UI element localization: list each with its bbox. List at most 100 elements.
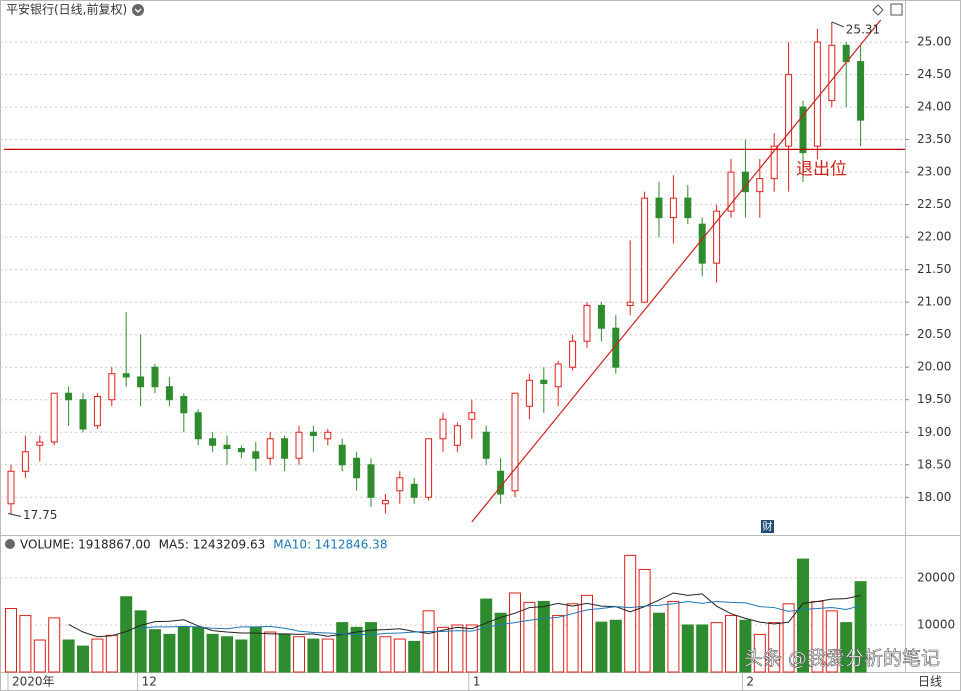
volume-bar: [480, 598, 493, 673]
candle-body: [828, 44, 836, 102]
x-tick-label: 2: [746, 675, 754, 689]
volume-bar: [854, 581, 867, 673]
volume-bar: [307, 638, 320, 673]
candle-body: [425, 438, 433, 498]
candle-body: [482, 431, 490, 459]
legend-entry: MA10: 1412846.38: [273, 538, 387, 552]
volume-bar: [365, 622, 377, 673]
x-tick-label: 2020年: [12, 675, 55, 689]
candle-body: [468, 412, 476, 420]
candle-body: [597, 304, 605, 329]
high-label: 25.31: [846, 22, 880, 36]
volume-bar: [638, 568, 651, 673]
volume-bar: [523, 601, 536, 673]
volume-bar: [509, 592, 521, 673]
candle-body: [684, 197, 692, 219]
y-tick-label: 18.50: [917, 457, 951, 471]
volume-bar: [753, 633, 766, 673]
candle-body: [266, 438, 274, 459]
candle-body: [237, 448, 245, 453]
candle-body: [813, 41, 821, 147]
x-tick-label: 12: [142, 675, 157, 689]
candle-body: [799, 106, 807, 154]
legend-entry: VOLUME: 1918867.00: [20, 538, 151, 552]
candle-body: [281, 438, 289, 459]
period-tab[interactable]: 日线: [918, 675, 942, 689]
volume-bar: [91, 638, 104, 673]
volume-bar: [379, 636, 392, 673]
volume-bar: [494, 612, 507, 673]
candle-body: [36, 441, 44, 446]
y-tick-label: 22.50: [917, 197, 951, 211]
candle-body: [857, 61, 865, 121]
candle-body: [453, 425, 461, 446]
candle-body: [137, 376, 145, 388]
volume-bar: [235, 639, 248, 673]
candle-body: [338, 444, 346, 466]
volume-bar: [681, 624, 694, 673]
volume-bar: [293, 636, 305, 673]
volume-bar: [134, 610, 147, 673]
candle-body: [353, 457, 361, 479]
candle-body: [669, 197, 677, 219]
volume-bar: [62, 639, 75, 673]
volume-bar: [552, 615, 565, 673]
y-tick-label: 24.00: [917, 100, 951, 114]
volume-bar: [465, 624, 478, 673]
y-tick-label: 24.50: [917, 67, 951, 81]
candle-body: [396, 477, 404, 492]
volume-bar: [451, 624, 464, 673]
volume-bar: [278, 633, 291, 673]
y-tick-label: 20.50: [917, 327, 951, 341]
candle-body: [79, 399, 87, 430]
candle-body: [165, 386, 173, 401]
low-label: 17.75: [23, 508, 57, 522]
volume-bar: [33, 639, 46, 673]
candle-body: [713, 210, 721, 264]
candle-body: [770, 145, 778, 180]
volume-bar: [696, 624, 709, 673]
chart-title: 平安银行(日线,前复权): [6, 2, 127, 17]
candle-body: [151, 366, 159, 388]
panel-icon[interactable]: [890, 3, 903, 16]
volume-bar: [797, 558, 809, 673]
candle-body: [554, 363, 562, 388]
candle-body: [324, 431, 332, 440]
candle-body: [122, 373, 130, 378]
legend-toggle[interactable]: [5, 539, 15, 549]
ma10-line: [140, 600, 861, 636]
candle-body: [7, 470, 15, 505]
volume-bar: [393, 638, 406, 673]
candle-body: [180, 395, 188, 414]
candle-body: [583, 304, 591, 342]
volume-bar: [48, 617, 61, 673]
volume-bar: [840, 622, 853, 673]
y2-tick-label: 20000: [917, 570, 955, 584]
y-tick-label: 25.00: [917, 35, 951, 49]
volume-bar: [120, 596, 133, 673]
y-tick-label: 19.00: [917, 425, 951, 439]
volume-bar: [221, 636, 233, 673]
volume-bar: [595, 621, 608, 673]
candle-body: [511, 392, 519, 492]
diamond-icon[interactable]: [872, 4, 884, 16]
volume-bar: [581, 594, 593, 673]
volume-bar: [566, 603, 579, 673]
candle-body: [367, 464, 375, 498]
low-arrow: [7, 513, 22, 518]
candle-body: [626, 301, 634, 306]
volume-bar: [768, 622, 781, 673]
candle-body: [381, 500, 389, 505]
volume-bar: [739, 619, 752, 673]
candle-body: [655, 197, 663, 219]
candle-body: [612, 327, 620, 368]
badge[interactable]: [761, 520, 774, 533]
y-tick-label: 20.00: [917, 360, 951, 374]
title-dropdown[interactable]: [132, 4, 144, 16]
volume-bar: [825, 610, 838, 673]
volume-bar: [249, 626, 262, 673]
volume-bar: [624, 554, 637, 673]
y-tick-label: 21.50: [917, 262, 951, 276]
y-tick-label: 21.00: [917, 295, 951, 309]
volume-bar: [710, 622, 723, 673]
